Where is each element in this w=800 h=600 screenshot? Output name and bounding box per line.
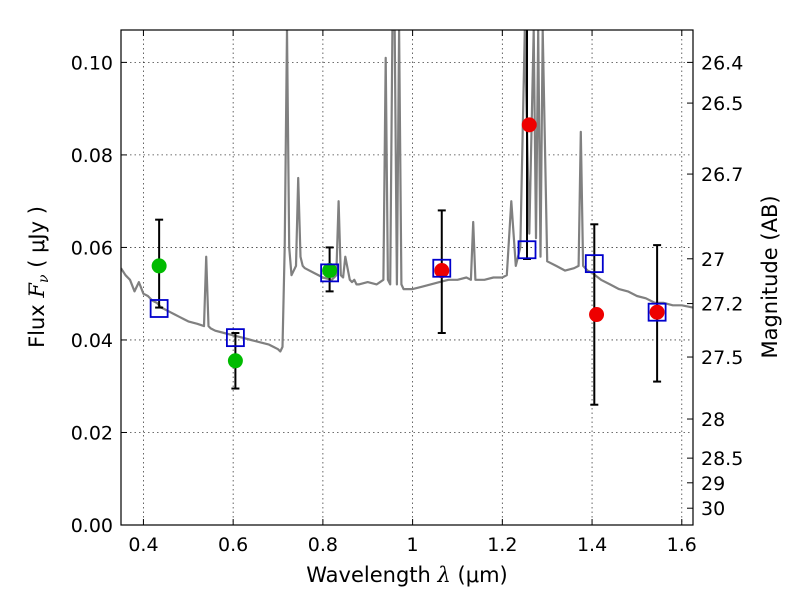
y2-tick-label: 27 — [701, 249, 725, 271]
y2-tick-label: 26.7 — [701, 164, 743, 186]
y2-tick-label: 30 — [701, 498, 725, 520]
x-tick-label: 0.8 — [308, 534, 338, 556]
model-point — [517, 240, 537, 260]
model-point — [320, 263, 340, 283]
model-point — [225, 328, 245, 348]
data-point — [521, 117, 537, 133]
axis-ticks: 0.4 0.6 0.8 1 1.2 1.4 1.6 0.00 0.02 0.04 0.06 0.08 0… — [71, 30, 743, 556]
model-point — [149, 299, 169, 318]
y-axis-label: Flux Fν ( μJy ) — [25, 206, 52, 348]
y-tick-label: 0.02 — [71, 422, 113, 444]
y-tick-label: 0.06 — [71, 237, 113, 259]
model-point — [432, 258, 452, 278]
x-tick-label: 1.6 — [667, 534, 697, 556]
y-tick-label: 0.00 — [71, 515, 113, 537]
spectrum-line — [121, 30, 693, 353]
x-tick-label: 1.2 — [487, 534, 517, 556]
y-tick-label: 0.10 — [71, 52, 113, 74]
y2-axis-label: Magnitude (AB) — [758, 195, 782, 358]
markers — [149, 117, 667, 369]
data-point — [649, 304, 665, 320]
y2-tick-label: 29 — [701, 473, 725, 495]
model-point — [584, 254, 604, 274]
plot-frame — [120, 29, 694, 526]
y-tick-label: 0.04 — [71, 330, 113, 352]
x-tick-label: 0.4 — [128, 534, 158, 556]
y2-tick-label: 28 — [701, 409, 725, 431]
model-point — [647, 302, 667, 322]
y-tick-label: 0.08 — [71, 145, 113, 167]
data-point — [434, 263, 450, 279]
data-point — [589, 307, 605, 323]
y2-tick-label: 27.5 — [701, 347, 743, 369]
x-axis-label: Wavelength λ (μm) — [306, 563, 507, 587]
y2-tick-label: 28.5 — [701, 448, 743, 470]
y2-tick-label: 26.4 — [701, 52, 743, 74]
y2-tick-label: 27.2 — [701, 294, 743, 316]
data-point — [227, 353, 243, 369]
x-tick-label: 1.4 — [577, 534, 607, 556]
data-point — [151, 258, 167, 274]
data-point — [322, 263, 338, 279]
x-tick-label: 1 — [407, 534, 419, 556]
plot-area — [121, 30, 693, 406]
x-tick-label: 0.6 — [218, 534, 248, 556]
y2-tick-label: 26.5 — [701, 93, 743, 115]
